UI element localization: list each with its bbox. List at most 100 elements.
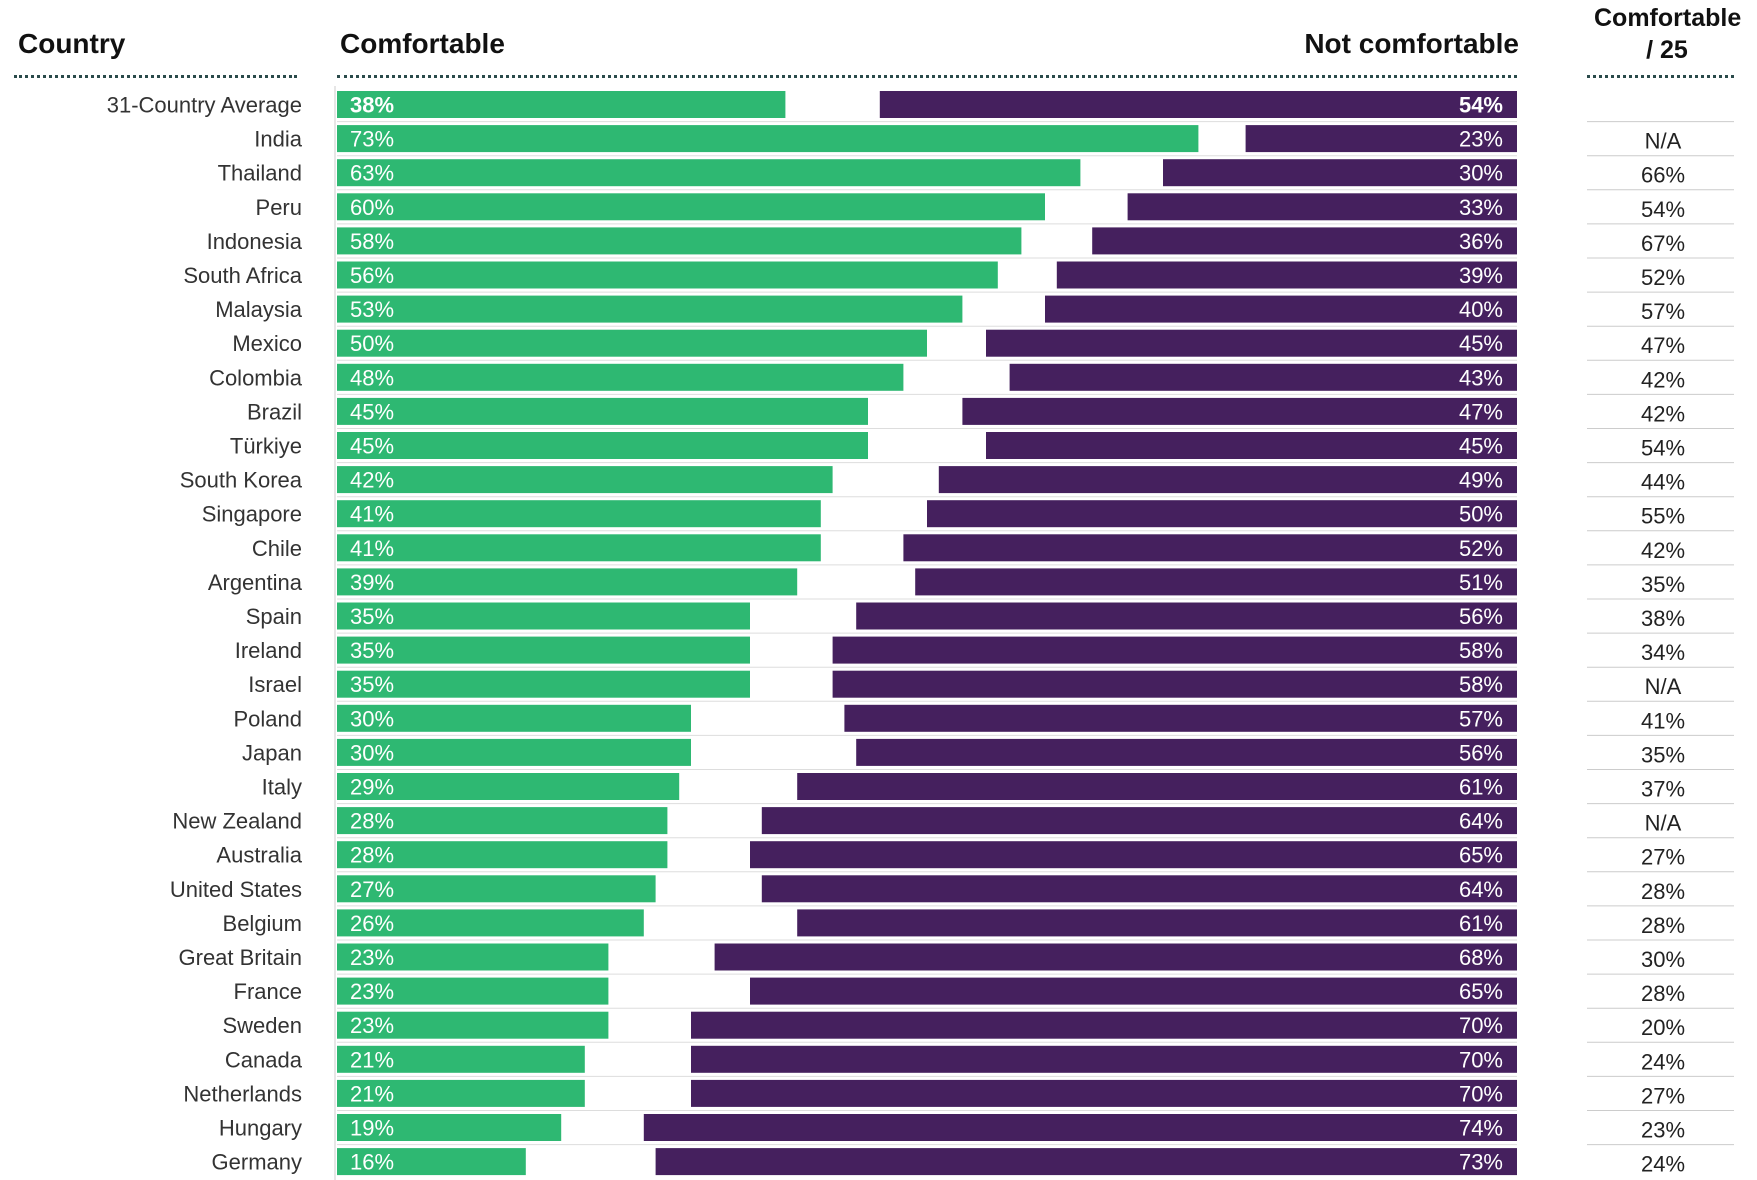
not-comfortable-bar-hungary xyxy=(643,1114,1517,1141)
not-comfortable-bar-netherlands xyxy=(691,1079,1517,1107)
comfortable-bar-germany xyxy=(337,1148,526,1176)
not-comfortable-column-header: Not comfortable xyxy=(1304,28,1519,59)
not-comfortable-value-label-great-britain: 68% xyxy=(1459,945,1503,970)
not-comfortable-bar-canada xyxy=(691,1045,1517,1073)
not-comfortable-value-label-new-zealand: 64% xyxy=(1459,809,1503,834)
comfortable-25-value-israel: N/A xyxy=(1645,674,1682,699)
comfortable-value-label-spain: 35% xyxy=(350,604,394,629)
comfortable-value-label-argentina: 39% xyxy=(350,570,394,595)
not-comfortable-bar-south-korea xyxy=(938,466,1517,494)
country-label-france: France xyxy=(234,979,302,1004)
not-comfortable-bar-thailand xyxy=(1163,159,1517,187)
country-label-israel: Israel xyxy=(248,672,302,697)
comfortable-bar-belgium xyxy=(337,909,644,937)
not-comfortable-value-label-argentina: 51% xyxy=(1459,570,1503,595)
comfortable-25-header-line1: Comfortable xyxy=(1594,4,1742,32)
not-comfortable-bar-new-zealand xyxy=(761,807,1517,835)
not-comfortable-bar-sweden xyxy=(691,1011,1517,1039)
comfortable-bar-italy xyxy=(337,773,680,800)
comfortable-bar-great-britain xyxy=(337,943,609,971)
comfortable-bar-south-africa xyxy=(337,261,998,289)
country-label-malaysia: Malaysia xyxy=(215,297,303,322)
bars-header-divider xyxy=(337,75,1517,78)
country-label-australia: Australia xyxy=(216,843,302,868)
comfortable-value-label-united-states: 27% xyxy=(350,877,394,902)
country-header-divider xyxy=(14,75,297,78)
comfortable-25-value-united-states: 28% xyxy=(1641,879,1685,904)
comfortable-bar-mexico xyxy=(337,329,927,357)
not-comfortable-bar-31-country-average xyxy=(879,91,1517,118)
comfortable-value-label-brazil: 45% xyxy=(350,399,394,424)
not-comfortable-bar-belgium xyxy=(797,909,1517,937)
comfortable-bar-netherlands xyxy=(337,1079,585,1107)
comfortable-25-value-japan: 35% xyxy=(1641,742,1685,767)
comfortable-bar-france xyxy=(337,977,609,1005)
not-comfortable-value-label-peru: 33% xyxy=(1459,195,1503,220)
comfortable-bar-peru xyxy=(337,193,1045,221)
comfortable-25-value-spain: 38% xyxy=(1641,606,1685,631)
comfortable-25-value-argentina: 35% xyxy=(1641,572,1685,597)
country-label-spain: Spain xyxy=(246,604,302,629)
not-comfortable-value-label-31-country-average: 54% xyxy=(1459,93,1503,118)
not-comfortable-bar-indonesia xyxy=(1092,227,1517,255)
not-comfortable-bar-italy xyxy=(797,773,1517,800)
comfortable-bar-israel xyxy=(337,670,750,698)
not-comfortable-value-label-germany: 73% xyxy=(1459,1150,1503,1175)
comfortable-value-label-belgium: 26% xyxy=(350,911,394,936)
not-comfortable-bar-south-africa xyxy=(1056,261,1517,289)
not-comfortable-value-label-hungary: 74% xyxy=(1459,1116,1503,1141)
not-comfortable-bar-spain xyxy=(856,602,1517,630)
country-label-belgium: Belgium xyxy=(223,911,302,936)
comfortable-value-label-thailand: 63% xyxy=(350,161,394,186)
comfortable-25-value-colombia: 42% xyxy=(1641,367,1685,392)
comfortable-value-label-italy: 29% xyxy=(350,775,394,800)
comfortable-25-value-belgium: 28% xyxy=(1641,913,1685,938)
comfortable-bar-south-korea xyxy=(337,466,833,494)
comfortable-value-label-new-zealand: 28% xyxy=(350,809,394,834)
comfortable-25-value-south-korea: 44% xyxy=(1641,470,1685,495)
not-comfortable-bar-israel xyxy=(832,670,1517,698)
comfortable-bar-hungary xyxy=(337,1114,562,1141)
not-comfortable-bar-great-britain xyxy=(714,943,1517,971)
comfortable-value-label-indonesia: 58% xyxy=(350,229,394,254)
not-comfortable-bar-chile xyxy=(903,534,1517,562)
country-label-peru: Peru xyxy=(256,195,302,220)
comfortable-25-value-south-africa: 52% xyxy=(1641,265,1685,290)
country-label-indonesia: Indonesia xyxy=(207,229,303,254)
comfortable-bar-singapore xyxy=(337,500,821,528)
comfortable-value-label-india: 73% xyxy=(350,127,394,152)
comfortable-25-value-mexico: 47% xyxy=(1641,333,1685,358)
country-label-great-britain: Great Britain xyxy=(179,945,303,970)
comfortable-value-label-hungary: 19% xyxy=(350,1116,394,1141)
comfortable-25-value-indonesia: 67% xyxy=(1641,231,1685,256)
comfortable-25-value-turkiye: 54% xyxy=(1641,436,1685,461)
comfortable-bar-sweden xyxy=(337,1011,609,1039)
country-label-italy: Italy xyxy=(262,775,302,800)
comfortable-25-value-new-zealand: N/A xyxy=(1645,811,1682,836)
comfortable-25-value-thailand: 66% xyxy=(1641,163,1685,188)
comfortable-25-value-ireland: 34% xyxy=(1641,640,1685,665)
comfortable-25-column-header: Comfortable / 25 xyxy=(1594,2,1742,66)
not-comfortable-value-label-italy: 61% xyxy=(1459,775,1503,800)
country-label-mexico: Mexico xyxy=(232,331,302,356)
country-label-germany: Germany xyxy=(212,1150,302,1175)
comfortable-value-label-canada: 21% xyxy=(350,1047,394,1072)
comfortable-bar-indonesia xyxy=(337,227,1022,255)
comfortable-bar-india xyxy=(337,125,1199,153)
country-label-netherlands: Netherlands xyxy=(183,1081,302,1106)
comfortable-value-label-netherlands: 21% xyxy=(350,1081,394,1106)
comfortable-value-label-colombia: 48% xyxy=(350,365,394,390)
not-comfortable-value-label-united-states: 64% xyxy=(1459,877,1503,902)
not-comfortable-value-label-france: 65% xyxy=(1459,979,1503,1004)
not-comfortable-value-label-thailand: 30% xyxy=(1459,161,1503,186)
country-label-thailand: Thailand xyxy=(218,161,302,186)
country-label-colombia: Colombia xyxy=(209,365,303,390)
not-comfortable-value-label-brazil: 47% xyxy=(1459,399,1503,424)
not-comfortable-value-label-sweden: 70% xyxy=(1459,1013,1503,1038)
comfortable-25-header-line2: / 25 xyxy=(1646,36,1688,64)
comfortable-25-value-singapore: 55% xyxy=(1641,504,1685,529)
not-comfortable-bar-malaysia xyxy=(1045,295,1517,323)
comfortable-value-label-israel: 35% xyxy=(350,672,394,697)
comfortable-value-label-poland: 30% xyxy=(350,706,394,731)
